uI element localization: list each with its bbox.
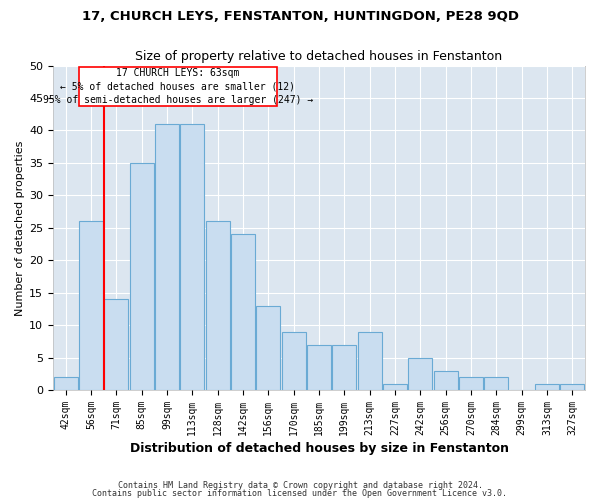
Bar xyxy=(256,306,280,390)
Text: 95% of semi-detached houses are larger (247) →: 95% of semi-detached houses are larger (… xyxy=(43,95,313,105)
Bar xyxy=(231,234,255,390)
FancyBboxPatch shape xyxy=(79,67,277,106)
Bar xyxy=(130,163,154,390)
Y-axis label: Number of detached properties: Number of detached properties xyxy=(15,140,25,316)
Text: ← 5% of detached houses are smaller (12): ← 5% of detached houses are smaller (12) xyxy=(61,82,295,92)
Bar xyxy=(459,377,483,390)
Bar xyxy=(155,124,179,390)
Text: Contains public sector information licensed under the Open Government Licence v3: Contains public sector information licen… xyxy=(92,488,508,498)
Bar xyxy=(307,344,331,390)
Bar xyxy=(206,222,230,390)
Text: Contains HM Land Registry data © Crown copyright and database right 2024.: Contains HM Land Registry data © Crown c… xyxy=(118,481,482,490)
Text: 17 CHURCH LEYS: 63sqm: 17 CHURCH LEYS: 63sqm xyxy=(116,68,239,78)
Bar xyxy=(484,377,508,390)
Bar xyxy=(409,358,433,390)
X-axis label: Distribution of detached houses by size in Fenstanton: Distribution of detached houses by size … xyxy=(130,442,509,455)
Bar xyxy=(560,384,584,390)
Text: 17, CHURCH LEYS, FENSTANTON, HUNTINGDON, PE28 9QD: 17, CHURCH LEYS, FENSTANTON, HUNTINGDON,… xyxy=(82,10,518,23)
Bar xyxy=(434,370,458,390)
Bar xyxy=(104,299,128,390)
Bar xyxy=(358,332,382,390)
Bar xyxy=(181,124,205,390)
Bar xyxy=(535,384,559,390)
Title: Size of property relative to detached houses in Fenstanton: Size of property relative to detached ho… xyxy=(136,50,503,63)
Bar xyxy=(53,377,78,390)
Bar xyxy=(332,344,356,390)
Bar xyxy=(281,332,306,390)
Bar xyxy=(383,384,407,390)
Bar xyxy=(79,222,103,390)
